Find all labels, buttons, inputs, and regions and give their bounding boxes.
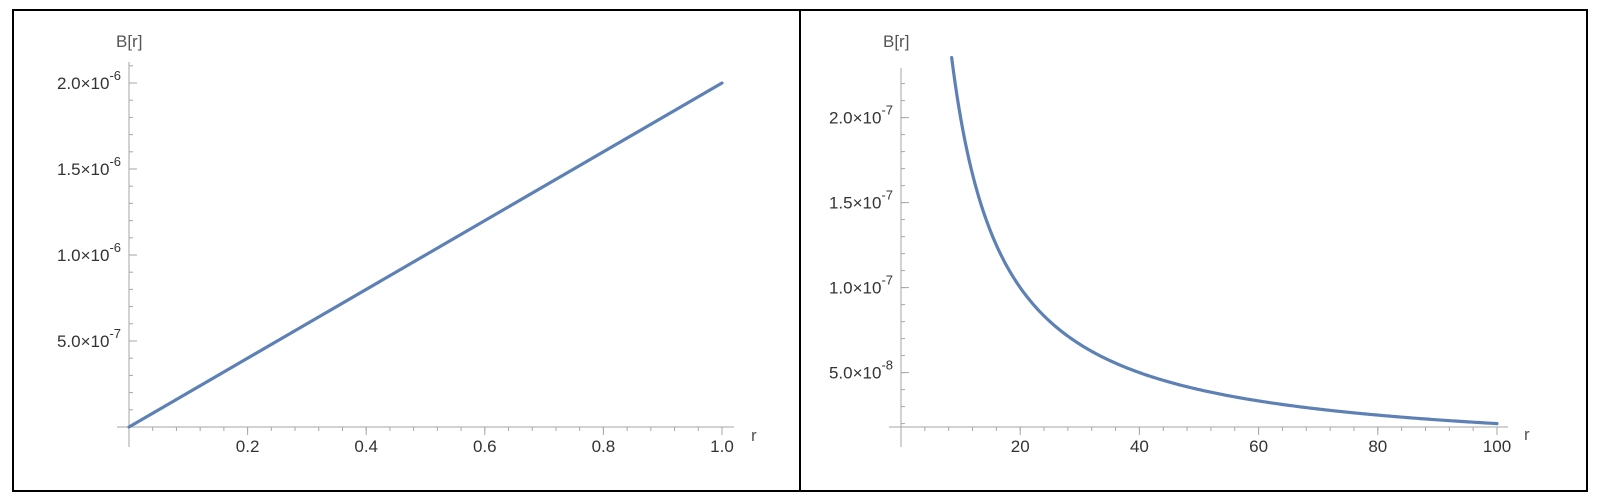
x-tick-label: 0.4 (354, 437, 378, 456)
x-axis-label-right: r (1524, 425, 1530, 444)
y-axis-label-right: B[r] (883, 32, 909, 51)
ticks-right (889, 68, 1508, 447)
y-tick-label: 2.0×10-6 (57, 68, 121, 93)
y-tick-label: 5.0×10-7 (57, 326, 121, 351)
y-tick-label: 2.0×10-7 (829, 103, 893, 128)
x-tick-labels-left: 0.2 0.4 0.6 0.8 1.0 (236, 437, 734, 456)
x-tick-label: 80 (1368, 437, 1387, 456)
series-right (950, 56, 1499, 426)
series-line (950, 56, 1499, 426)
y-tick-labels-right: 5.0×10-8 1.0×10-7 1.5×10-7 2.0×10-7 (829, 103, 893, 383)
y-tick-label: 1.0×10-6 (57, 240, 121, 265)
x-tick-label: 100 (1483, 437, 1511, 456)
x-tick-label: 0.8 (592, 437, 616, 456)
x-tick-label: 0.6 (473, 437, 497, 456)
x-tick-label: 20 (1011, 437, 1030, 456)
ticks-left (117, 62, 734, 447)
x-tick-label: 40 (1130, 437, 1149, 456)
chart-right: 20 40 60 80 100 5.0×10-8 1.0×10-7 1.5×10-7 2.0×… (829, 32, 1530, 456)
x-tick-label: 0.2 (236, 437, 260, 456)
y-tick-label: 1.5×10-6 (57, 154, 121, 179)
x-tick-label: 1.0 (710, 437, 734, 456)
chart-left: 0.2 0.4 0.6 0.8 1.0 5.0×10-7 1.0×10-6 1.5×10-6… (57, 32, 757, 456)
y-tick-label: 1.5×10-7 (829, 188, 893, 213)
y-axis-label-left: B[r] (116, 32, 142, 51)
y-tick-label: 1.0×10-7 (829, 273, 893, 298)
y-tick-labels-left: 5.0×10-7 1.0×10-6 1.5×10-6 2.0×10-6 (57, 68, 121, 351)
x-tick-label: 60 (1249, 437, 1268, 456)
series-line (127, 81, 724, 429)
series-left (127, 81, 724, 429)
y-tick-label: 5.0×10-8 (829, 358, 893, 383)
left-panel-border (12, 9, 801, 492)
x-tick-labels-right: 20 40 60 80 100 (1011, 437, 1511, 456)
x-axis-label-left: r (751, 426, 757, 445)
right-panel-border (799, 9, 1588, 492)
